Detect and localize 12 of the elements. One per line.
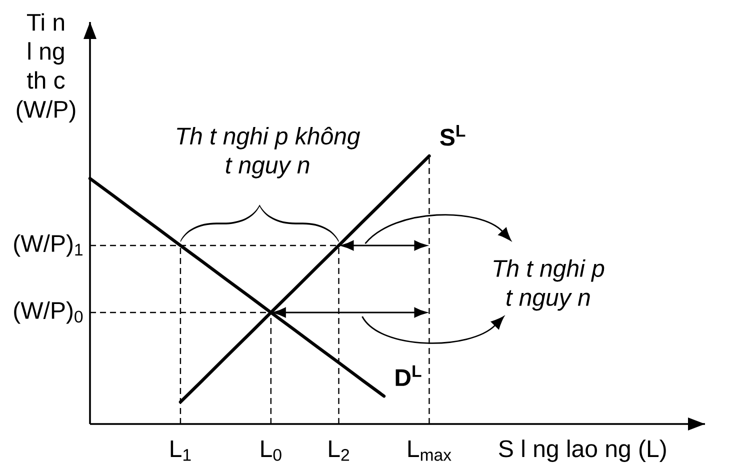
x-tick-label: L$_{2}$ bbox=[329, 440, 350, 461]
series-label: D$^{L}$ bbox=[396, 365, 422, 386]
text: Th t nghi p t nguy n bbox=[494, 259, 604, 311]
annotation: Th t nghi p không t nguy n bbox=[177, 126, 360, 178]
ref-line-label: (W/P)$_{0}$ bbox=[14, 301, 83, 324]
y-axis-title: Ti n l ng th c (W/P) bbox=[16, 13, 76, 123]
x-tick-label: L$_{max}$ bbox=[408, 440, 452, 461]
series-label: S$^{L}$ bbox=[440, 125, 466, 146]
x-tick-label: L$_{1}$ bbox=[170, 440, 191, 461]
x-tick-label: L$_{0}$ bbox=[261, 440, 282, 461]
x-axis-title: S l ng lao ng (L) bbox=[499, 440, 666, 462]
ref-line-label: (W/P)$_{1}$ bbox=[14, 234, 82, 257]
